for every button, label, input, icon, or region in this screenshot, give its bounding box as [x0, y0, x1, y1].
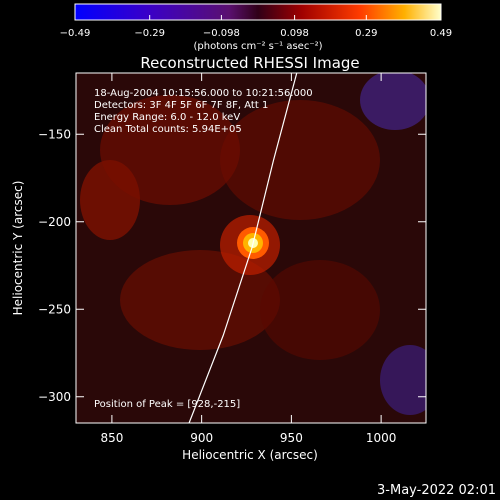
colorbar-tick-label: 0.098	[280, 28, 309, 39]
x-tick-label: 1000	[366, 431, 397, 445]
colorbar-tick-label: −0.49	[60, 28, 91, 39]
y-tick-label: −150	[38, 127, 71, 141]
colorbar-unit: (photons cm⁻² s⁻¹ asec⁻²)	[193, 41, 322, 52]
x-tick-label: 850	[100, 431, 123, 445]
x-axis-ticks: 850 900 950 1000	[100, 73, 396, 445]
info-line: Energy Range: 6.0 - 12.0 keV	[94, 112, 240, 123]
y-tick-label: −250	[38, 302, 71, 316]
info-line: 18-Aug-2004 10:15:56.000 to 10:21:56.000	[94, 88, 313, 99]
chart-title: Reconstructed RHESSI Image	[140, 54, 359, 72]
info-block: 18-Aug-2004 10:15:56.000 to 10:21:56.000…	[94, 88, 313, 135]
colorbar-tick-label: −0.098	[203, 28, 240, 39]
info-line: Detectors: 3F 4F 5F 6F 7F 8F, Att 1	[94, 100, 268, 111]
colorbar	[74, 3, 442, 21]
colorbar-tick-label: −0.29	[134, 28, 165, 39]
heatmap-image	[80, 73, 426, 415]
y-axis-ticks: −150 −200 −250 −300	[38, 127, 426, 404]
y-axis-label: Heliocentric Y (arcsec)	[11, 181, 25, 316]
plot-frame	[75, 72, 427, 424]
solar-limb-curve	[188, 72, 298, 424]
colorbar-tick-label: 0.49	[430, 28, 452, 39]
x-axis-label: Heliocentric X (arcsec)	[182, 448, 318, 462]
x-tick-label: 950	[280, 431, 303, 445]
peak-position-label: Position of Peak = [928,-215]	[94, 399, 240, 410]
y-tick-label: −200	[38, 215, 71, 229]
colorbar-ticks: −0.49 −0.29 −0.098 0.098 0.29 0.49	[60, 15, 452, 39]
colorbar-tick-label: 0.29	[355, 28, 377, 39]
x-tick-label: 900	[190, 431, 213, 445]
info-line: Clean Total counts: 5.94E+05	[94, 124, 242, 135]
render-timestamp: 3-May-2022 02:01	[377, 483, 496, 498]
y-tick-label: −300	[38, 390, 71, 404]
